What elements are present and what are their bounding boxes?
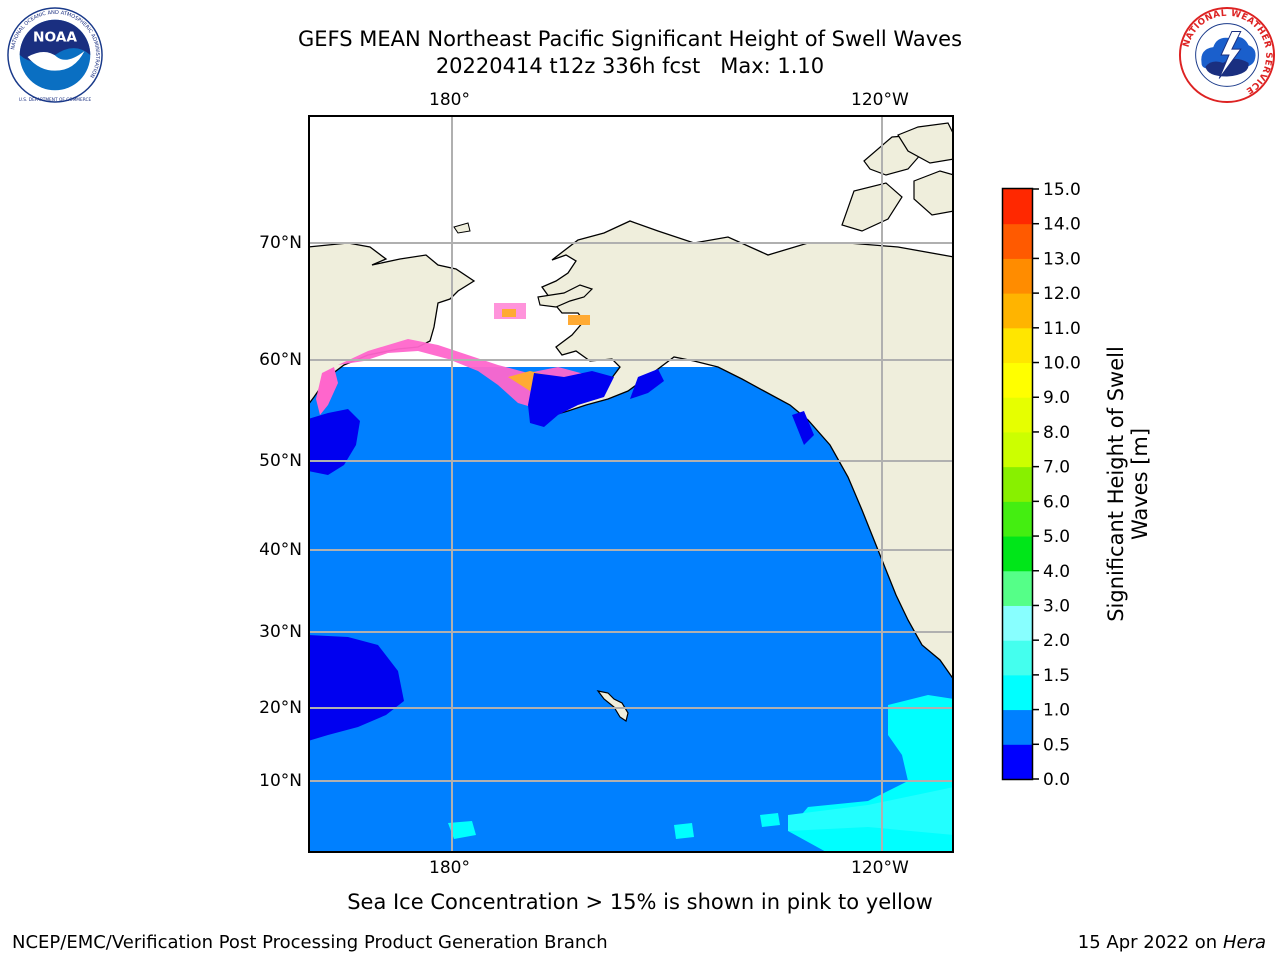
low-swell-subtropical xyxy=(308,635,404,741)
colorbar-block-10 xyxy=(1003,397,1032,433)
lon-label-top-120w: 120°W xyxy=(851,90,909,110)
land-wrangel-island xyxy=(453,222,471,234)
lon-label-bottom-120w: 120°W xyxy=(851,858,909,878)
colorbar-block-12 xyxy=(1003,327,1032,364)
nws-logo: NATIONAL WEATHER SERVICE xyxy=(1178,6,1276,104)
low-swell-bc xyxy=(792,411,814,445)
low-swell-bering xyxy=(528,371,614,427)
sea-ice-west-edge xyxy=(316,367,338,415)
lat-label-60n: 60°N xyxy=(259,350,302,370)
land-arctic-island-2 xyxy=(841,182,903,232)
cyan-swell-small-1 xyxy=(448,821,476,839)
colorbar-tick-label: 7.0 xyxy=(1043,458,1070,478)
colorbar-block-5 xyxy=(1003,570,1032,606)
colorbar-border xyxy=(1001,187,1034,781)
sea-ice-norton-yellow xyxy=(502,309,516,317)
colorbar-block-11 xyxy=(1003,362,1032,398)
colorbar-tick-label: 15.0 xyxy=(1043,180,1081,200)
cyan-swell-southeast-band xyxy=(788,787,954,835)
sea-ice-chukchi xyxy=(568,315,590,325)
colorbar-tick-label: 0.5 xyxy=(1043,735,1070,755)
lat-label-10n: 10°N xyxy=(259,771,302,791)
colorbar-tick-label: 11.0 xyxy=(1043,319,1081,339)
map-panel xyxy=(308,115,954,853)
land-siberia xyxy=(308,242,476,407)
land-seward-peninsula xyxy=(537,284,594,308)
colorbar-tick-label: 5.0 xyxy=(1043,527,1070,547)
colorbar-block-15 xyxy=(1003,223,1032,259)
colorbar-tick-label: 4.0 xyxy=(1043,562,1070,582)
map-border xyxy=(308,115,954,853)
colorbar-tick-label: 14.0 xyxy=(1043,215,1081,235)
colorbar-block-0 xyxy=(1003,744,1032,780)
colorbar-tick-label: 1.5 xyxy=(1043,666,1070,686)
colorbar-tick-label: 0.0 xyxy=(1043,770,1070,790)
cyan-swell-small-3 xyxy=(760,813,780,827)
lat-label-40n: 40°N xyxy=(259,540,302,560)
colorbar-block-9 xyxy=(1003,431,1032,468)
colorbar-blocks xyxy=(1003,189,1032,780)
lat-label-30n: 30°N xyxy=(259,622,302,642)
credit-line: NCEP/EMC/Verification Post Processing Pr… xyxy=(12,932,608,953)
colorbar-tick-label: 3.0 xyxy=(1043,596,1070,616)
colorbar-block-4 xyxy=(1003,605,1032,641)
colorbar-block-14 xyxy=(1003,258,1032,294)
lat-label-50n: 50°N xyxy=(259,451,302,471)
colorbar-label: Significant Height of Swell Waves [m] xyxy=(1104,346,1152,622)
colorbar-ticks: 0.0 0.5 1.0 1.5 2.0 3.0 4.0 5.0 6.0 7.0 8.0 9.0 10.0… xyxy=(1033,180,1081,790)
lat-label-70n: 70°N xyxy=(259,233,302,253)
machine-name: Hera xyxy=(1222,932,1266,953)
colorbar-block-16 xyxy=(1003,189,1032,225)
colorbar-tick-label: 12.0 xyxy=(1043,284,1081,304)
svg-text:U.S. DEPARTMENT OF COMMERCE: U.S. DEPARTMENT OF COMMERCE xyxy=(19,97,92,103)
colorbar-block-1 xyxy=(1003,709,1032,745)
colorbar-tick-label: 8.0 xyxy=(1043,423,1070,443)
land-hawaii xyxy=(596,690,629,722)
noaa-logo: NOAA NATIONAL OCEANIC AND ATMOSPHERIC AD… xyxy=(7,7,103,103)
colorbar-block-2 xyxy=(1003,674,1032,711)
chart-subtitle: 20220414 t12z 336h fcst Max: 1.10 xyxy=(435,54,825,78)
date-text: 15 Apr 2022 on xyxy=(1077,932,1218,953)
lon-label-bottom-180: 180° xyxy=(429,858,470,878)
cyan-swell-small-2 xyxy=(674,823,694,839)
svg-text:NOAA: NOAA xyxy=(33,29,77,45)
low-swell-alaska-coast xyxy=(630,369,664,399)
colorbar-block-8 xyxy=(1003,466,1032,502)
land-arctic-island-3 xyxy=(897,122,954,164)
date-line: 15 Apr 2022 on Hera xyxy=(1078,932,1266,953)
colorbar-block-6 xyxy=(1003,536,1032,572)
colorbar-block-3 xyxy=(1003,640,1032,676)
land-arctic-island-4 xyxy=(913,170,954,216)
lon-label-top-180: 180° xyxy=(429,90,470,110)
colorbar-tick-label: 13.0 xyxy=(1043,249,1081,269)
lat-label-20n: 20°N xyxy=(259,698,302,718)
colorbar-tick-label: 2.0 xyxy=(1043,631,1070,651)
colorbar: 0.0 0.5 1.0 1.5 2.0 3.0 4.0 5.0 6.0 7.0 8.0 9.0 10.0… xyxy=(1001,180,1081,790)
colorbar-tick-label: 9.0 xyxy=(1043,388,1070,408)
low-swell-kamchatka xyxy=(308,409,360,475)
colorbar-tick-label: 1.0 xyxy=(1043,701,1070,721)
map-gridlines xyxy=(308,115,954,853)
colorbar-tick-label: 10.0 xyxy=(1043,354,1081,374)
chart-title: GEFS MEAN Northeast Pacific Significant … xyxy=(297,27,963,51)
colorbar-tick-label: 6.0 xyxy=(1043,492,1070,512)
colorbar-block-13 xyxy=(1003,293,1032,329)
colorbar-block-7 xyxy=(1003,501,1032,537)
sea-ice-note: Sea Ice Concentration > 15% is shown in … xyxy=(347,890,933,914)
